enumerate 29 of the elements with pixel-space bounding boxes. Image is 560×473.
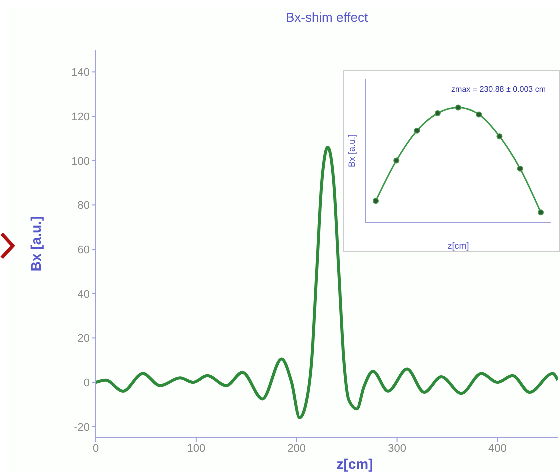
annotation: zmax = 230.88 ± 0.003 cm [450,85,547,94]
chart-title: Bx-shim effect [284,10,370,25]
point [517,166,524,172]
point [414,128,420,134]
y-tick-label: 80 [78,200,90,212]
x-axis-title: z[cm] [448,241,470,251]
x-tick-label: 100 [187,442,206,455]
y-axis-title: Bx [a.u.] [28,216,44,272]
y-tick-label: 100 [72,156,90,168]
point [394,158,400,164]
point [476,112,482,118]
point [496,134,503,140]
x-tick-label: 200 [288,442,306,455]
y-tick-label: 60 [78,244,90,256]
x-tick-label: 0 [92,442,100,455]
point [373,198,379,204]
point [538,210,544,216]
y-tick-label: -20 [74,422,90,434]
point [456,104,462,111]
y-tick-label: 40 [78,288,90,301]
y-tick-label: 20 [78,333,90,346]
x-tick-label: 300 [388,442,406,455]
point [434,110,441,117]
y-axis-title: Bx [a.u.] [347,134,358,168]
y-tick-label: 140 [72,67,90,80]
x-tick-label: 400 [488,442,507,455]
y-tick-label: 0 [84,377,90,390]
x-axis-title: z[cm] [336,456,374,472]
y-tick-label: 120 [72,111,90,124]
